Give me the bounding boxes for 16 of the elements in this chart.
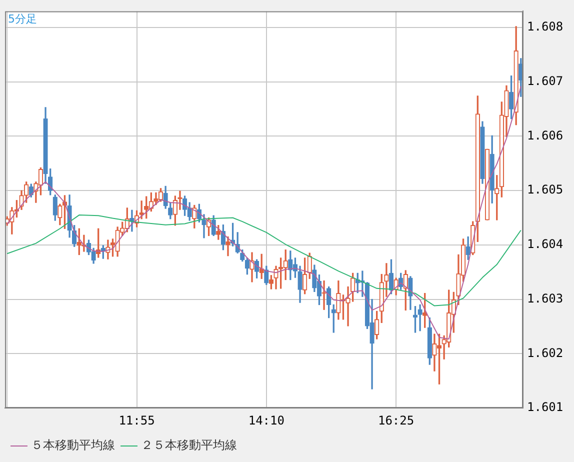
y-tick-label: 1.603 (527, 291, 564, 306)
y-tick-label: 1.606 (527, 128, 564, 142)
y-tick-label: 1.602 (527, 346, 564, 360)
legend-label: ５本移動平均線 (31, 438, 115, 452)
y-tick-label: 1.601 (527, 400, 564, 414)
y-tick-label: 1.605 (527, 182, 564, 197)
y-tick-label: 1.607 (527, 74, 564, 88)
x-tick-label: 11:55 (118, 413, 155, 428)
candlestick (322, 280, 326, 310)
x-tick-label: 16:25 (378, 413, 414, 428)
chart-title: 5分足 (8, 12, 37, 26)
x-tick-label: 14:10 (248, 413, 284, 428)
legend-label: ２５本移動平均線 (141, 438, 237, 452)
y-tick-label: 1.604 (527, 237, 564, 252)
candlestick (384, 263, 389, 297)
y-tick-label: 1.608 (527, 20, 564, 34)
